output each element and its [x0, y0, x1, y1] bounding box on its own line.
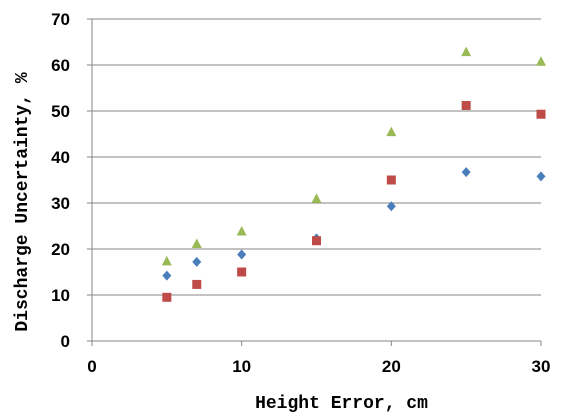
data-point-square [461, 100, 471, 110]
data-points [161, 46, 546, 302]
y-tick-label: 20 [51, 240, 70, 259]
gridlines [92, 18, 541, 296]
data-point-diamond [162, 270, 172, 281]
data-point-square [162, 292, 172, 302]
x-tick-labels: 0 10 20 30 [87, 357, 550, 376]
data-point-square [386, 175, 396, 185]
data-point-triangle [161, 255, 172, 266]
x-tick-label: 30 [532, 357, 551, 376]
data-point-diamond [192, 256, 202, 267]
data-point-diamond [536, 171, 546, 182]
data-point-diamond [461, 167, 471, 178]
y-tick-label: 0 [61, 332, 70, 351]
x-tick-label: 10 [232, 357, 251, 376]
x-tick-label: 20 [382, 357, 401, 376]
y-tick-label: 30 [51, 194, 70, 213]
y-tick-label: 60 [51, 56, 70, 75]
data-point-triangle [191, 238, 202, 248]
y-tick-label: 50 [51, 102, 70, 121]
data-point-triangle [461, 46, 472, 57]
y-tick-label: 70 [51, 10, 70, 29]
data-point-diamond [386, 201, 396, 212]
data-point-square [192, 279, 202, 289]
data-point-diamond [237, 249, 247, 260]
y-tick-labels: 0 10 20 30 40 50 60 70 [51, 10, 70, 351]
data-point-triangle [311, 193, 322, 203]
data-point-triangle [386, 126, 397, 137]
series-3 [161, 46, 546, 266]
x-tick-label: 0 [87, 357, 96, 376]
data-point-triangle [536, 56, 546, 66]
y-tick-label: 10 [51, 286, 70, 305]
y-tick-label: 40 [51, 148, 70, 167]
y-axis-title: Discharge Uncertainty, % [13, 72, 33, 331]
data-point-square [312, 236, 321, 246]
x-axis-title: Height Error, cm [255, 394, 428, 414]
series-2 [162, 100, 546, 302]
axes [87, 18, 542, 346]
data-point-square [536, 109, 546, 119]
data-point-square [237, 267, 247, 277]
data-point-triangle [236, 226, 247, 236]
series-1 [162, 167, 546, 281]
